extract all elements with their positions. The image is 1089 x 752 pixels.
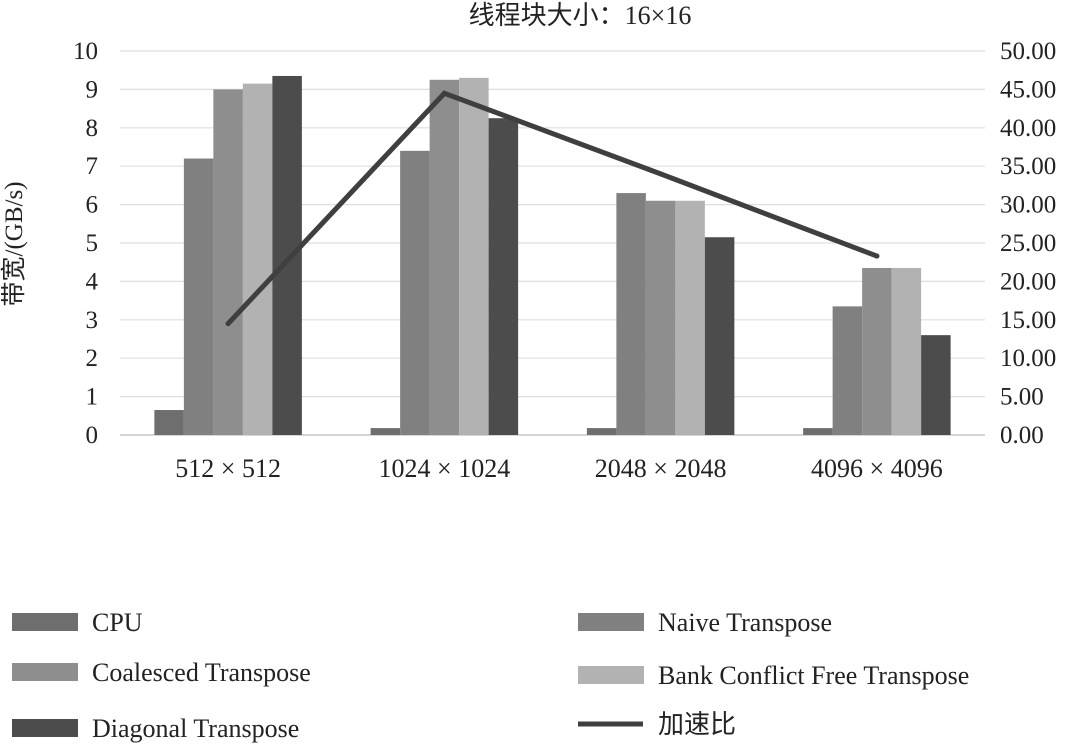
legend-swatch xyxy=(578,613,644,631)
legend-item: CPU xyxy=(12,608,143,637)
legend-label: Bank Conflict Free Transpose xyxy=(658,661,969,690)
chart-title: 线程块大小：16×16 xyxy=(469,1,692,30)
right-tick-label: 15.00 xyxy=(1000,307,1056,334)
right-tick-label: 5.00 xyxy=(1000,384,1044,411)
x-axis-ticks: 512 × 512 1024 × 1024 2048 × 2048 4096 × 40… xyxy=(175,454,942,483)
legend-item: Bank Conflict Free Transpose xyxy=(578,661,969,690)
right-tick-label: 10.00 xyxy=(1000,345,1056,372)
legend-swatch xyxy=(12,663,78,681)
line-point xyxy=(225,321,231,327)
right-tick-label: 45.00 xyxy=(1000,76,1056,103)
legend-swatch xyxy=(578,666,644,684)
x-tick-label: 4096 × 4096 xyxy=(811,454,943,483)
x-tick-label: 512 × 512 xyxy=(175,454,281,483)
left-tick-label: 1 xyxy=(86,384,99,411)
bar xyxy=(921,335,951,435)
x-tick-label: 1024 × 1024 xyxy=(379,454,511,483)
left-tick-label: 2 xyxy=(86,345,99,372)
line-point xyxy=(874,253,880,259)
bar xyxy=(242,83,273,435)
legend: CPU Naive Transpose Coalesced Transpose Ban… xyxy=(12,608,969,743)
bar xyxy=(370,428,401,435)
right-tick-label: 0.00 xyxy=(1000,422,1044,449)
speedup-line-path xyxy=(225,90,880,327)
legend-label: Coalesced Transpose xyxy=(92,658,311,687)
bar xyxy=(154,410,184,435)
bars xyxy=(154,75,951,436)
right-tick-label: 40.00 xyxy=(1000,115,1056,142)
legend-label: CPU xyxy=(92,608,143,637)
bar xyxy=(429,79,460,436)
speedup-line xyxy=(225,90,880,327)
legend-label: Diagonal Transpose xyxy=(92,714,299,743)
legend-item: 加速比 xyxy=(578,710,736,739)
left-tick-label: 10 xyxy=(73,38,98,65)
bar xyxy=(488,118,519,435)
left-tick-label: 7 xyxy=(86,153,99,180)
bar xyxy=(704,237,735,435)
left-axis-ticks: 0 1 2 3 4 5 6 7 8 9 10 xyxy=(73,38,99,449)
left-tick-label: 0 xyxy=(86,422,99,449)
y-axis-label: 带宽/(GB/s) xyxy=(0,181,28,306)
right-tick-label: 30.00 xyxy=(1000,192,1056,219)
line-point xyxy=(658,171,664,177)
legend-item: Diagonal Transpose xyxy=(12,714,299,743)
left-tick-label: 8 xyxy=(86,115,99,142)
right-tick-label: 20.00 xyxy=(1000,268,1056,295)
bar xyxy=(862,267,892,435)
line-point xyxy=(441,90,447,96)
right-axis-ticks: 0.00 5.00 10.00 15.00 20.00 25.00 30.00 35.00 40… xyxy=(1000,38,1056,449)
bar xyxy=(183,158,214,435)
right-tick-label: 35.00 xyxy=(1000,153,1056,180)
bar xyxy=(803,428,833,435)
legend-item: Coalesced Transpose xyxy=(12,658,311,687)
bar xyxy=(832,306,863,435)
bar xyxy=(400,150,430,435)
bar xyxy=(645,200,676,435)
bar xyxy=(675,200,705,435)
legend-label: 加速比 xyxy=(658,710,736,739)
bar xyxy=(213,89,243,436)
legend-swatch xyxy=(12,719,78,737)
x-tick-label: 2048 × 2048 xyxy=(595,454,727,483)
bar xyxy=(586,428,617,435)
legend-swatch xyxy=(12,613,78,631)
bar xyxy=(891,267,922,435)
right-tick-label: 50.00 xyxy=(1000,38,1056,65)
bar xyxy=(272,75,302,436)
right-tick-label: 25.00 xyxy=(1000,230,1056,257)
legend-label: Naive Transpose xyxy=(658,608,832,637)
legend-item: Naive Transpose xyxy=(578,608,832,637)
bar xyxy=(459,77,489,435)
bar xyxy=(616,193,646,435)
left-tick-label: 6 xyxy=(86,192,99,219)
left-tick-label: 9 xyxy=(86,76,99,103)
left-tick-label: 3 xyxy=(86,307,99,334)
left-tick-label: 5 xyxy=(86,230,99,257)
left-tick-label: 4 xyxy=(86,268,99,295)
